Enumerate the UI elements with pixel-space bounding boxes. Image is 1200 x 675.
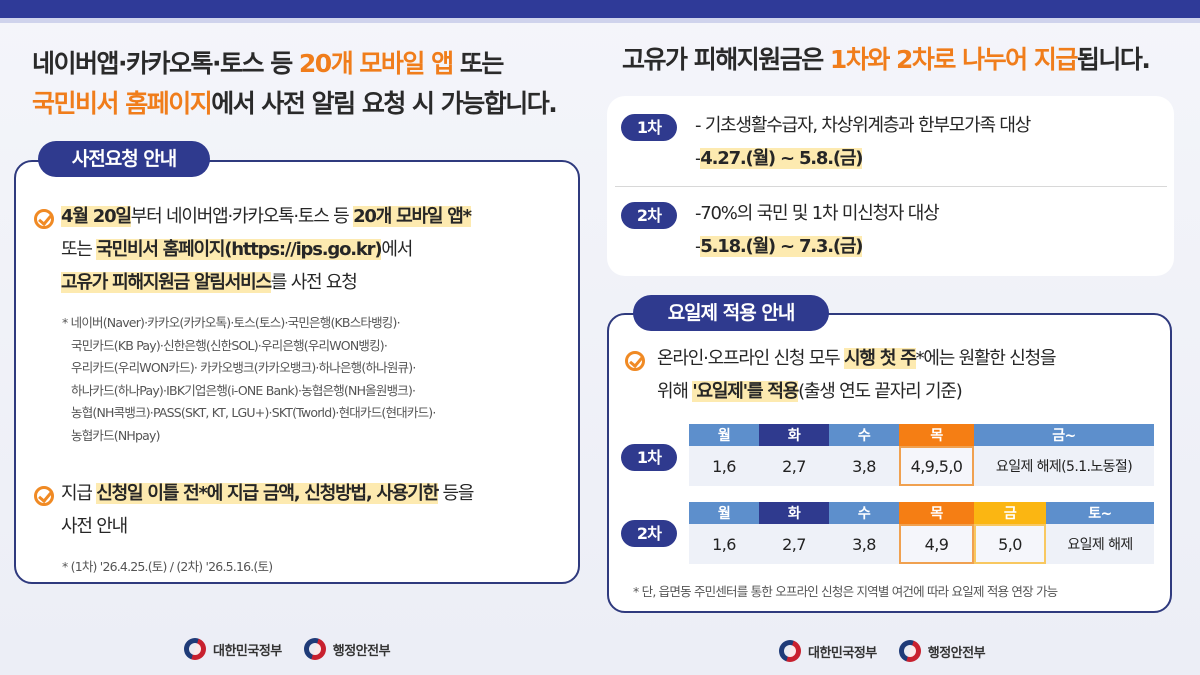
top-band [0, 0, 595, 23]
logo-korea-gov: 대한민국정부 [779, 640, 877, 662]
gov-logos: 대한민국정부 행정안전부 [184, 638, 391, 660]
taegeuk-icon [303, 638, 326, 660]
left-panel: 네이버앱·카카오톡·토스 등 20개 모바일 앱 또는 국민비서 홈페이지에서 … [0, 0, 595, 675]
pre-request-box [14, 160, 580, 584]
taegeuk-icon [898, 640, 921, 662]
round-1-info: - 기초생활수급자, 차상위계층과 한부모가족 대상 -4.27.(월) ~ 5… [695, 115, 1031, 169]
badge-round-1: 1차 [621, 114, 677, 141]
check-circle-icon [625, 351, 645, 371]
notice-dates-note: * (1차) '26.4.25.(토) / (2차) '26.5.16.(토) [62, 559, 273, 574]
logo-mois: 행정안전부 [303, 638, 391, 660]
gov-logos: 대한민국정부 행정안전부 [779, 640, 986, 662]
rounds-divider [615, 186, 1167, 187]
taegeuk-icon [779, 640, 801, 662]
weekday-rule-text: 온라인·오프라인 신청 모두 시행 첫 주*에는 원활한 신청을 위해 '요일제… [657, 348, 1057, 402]
badge-table-round-2: 2차 [621, 520, 677, 547]
right-panel: 고유가 피해지원금은 1차와 2차로 나누어 지급됩니다. 1차 - 기초생활수… [595, 0, 1200, 675]
logo-korea-gov: 대한민국정부 [184, 638, 282, 660]
weekday-rule-footnote: * 단, 읍면동 주민센터를 통한 오프라인 신청은 지역별 여건에 따라 요일… [633, 584, 1058, 599]
badge-table-round-1: 1차 [621, 444, 677, 471]
top-band [595, 0, 1200, 23]
section-tag-weekday-rule: 요일제 적용 안내 [633, 295, 829, 331]
taegeuk-icon [184, 638, 206, 660]
check-circle-icon [34, 486, 54, 506]
right-headline: 고유가 피해지원금은 1차와 2차로 나누어 지급됩니다. [622, 45, 1151, 74]
logo-mois: 행정안전부 [898, 640, 986, 662]
left-headline: 네이버앱·카카오톡·토스 등 20개 모바일 앱 또는 국민비서 홈페이지에서 … [32, 49, 558, 118]
badge-round-2: 2차 [621, 202, 677, 229]
weekday-table-round-2: 월 화 수 목 금 토~ 1,6 2,7 3,8 4,9 5,0 요일제 해제 [689, 502, 1154, 564]
section-tag-pre-request: 사전요청 안내 [38, 141, 210, 177]
item-advance-notice: 지급 신청일 이틀 전*에 지급 금액, 신청방법, 사용기한 등을 사전 안내 [61, 483, 474, 537]
check-circle-icon [34, 209, 54, 229]
weekday-table-round-1: 월 화 수 목 금~ 1,6 2,7 3,8 4,9,5,0 요일제 해제(5.… [689, 424, 1154, 486]
apps-list-note: * 네이버(Naver)·카카오(카카오톡)·토스(토스)·국민은행(KB스타뱅… [62, 315, 436, 443]
round-2-info: -70%의 국민 및 1차 미신청자 대상 -5.18.(월) ~ 7.3.(금… [695, 203, 940, 257]
item-pre-request-schedule: 4월 20일부터 네이버앱·카카오톡·토스 등 20개 모바일 앱* 또는 국민… [61, 206, 472, 293]
